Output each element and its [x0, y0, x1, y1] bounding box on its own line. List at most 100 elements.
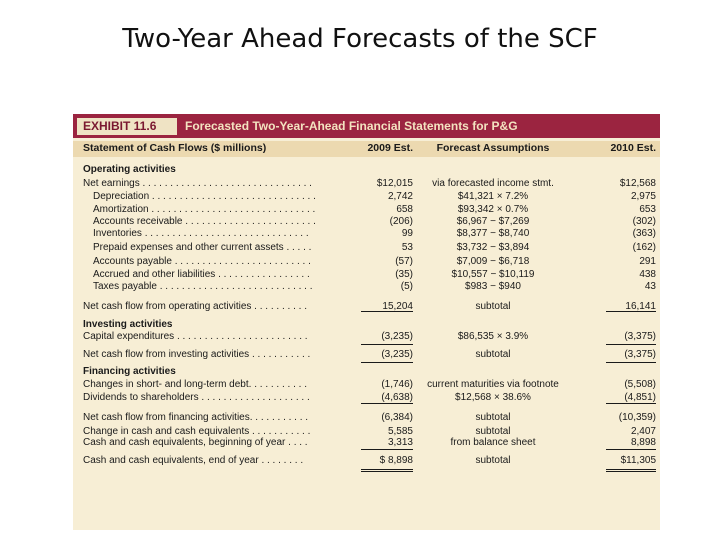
forecast-assumption: $10,557 − $10,119	[451, 269, 535, 280]
section-heading: Operating activities	[73, 163, 660, 176]
value-2009: 53	[401, 242, 413, 253]
row-label: Amortization . . . . . . . . . . . . . .…	[93, 204, 316, 215]
value-2009: 15,204	[382, 301, 413, 312]
row-label: Cash and cash equivalents, end of year .…	[83, 455, 304, 466]
table-row: Dividends to shareholders . . . . . . . …	[73, 391, 660, 404]
value-2010: $12,568	[619, 178, 656, 189]
value-2009: (4,638)	[381, 392, 413, 403]
row-label: Prepaid expenses and other current asset…	[93, 242, 312, 253]
forecast-assumption: $12,568 × 38.6%	[455, 392, 531, 403]
table-row: Prepaid expenses and other current asset…	[73, 241, 660, 254]
value-2010: 8,898	[630, 437, 656, 448]
forecast-assumption: current maturities via footnote	[427, 379, 559, 390]
forecast-assumption: $3,732 − $3,894	[456, 242, 530, 253]
row-label: Change in cash and cash equivalents . . …	[83, 426, 311, 437]
value-2010: 438	[639, 269, 656, 280]
underline-rule	[361, 471, 413, 472]
value-2009: $ 8,898	[379, 455, 413, 466]
table-row: Depreciation . . . . . . . . . . . . . .…	[73, 190, 660, 203]
underline-rule	[606, 344, 656, 345]
row-label: Accounts receivable . . . . . . . . . . …	[93, 216, 316, 227]
forecast-assumption: $7,009 − $6,718	[456, 256, 530, 267]
underline-rule	[361, 403, 413, 404]
column-header-2009: 2009 Est.	[367, 142, 413, 154]
row-label: Accounts payable . . . . . . . . . . . .…	[93, 256, 311, 267]
underline-rule	[606, 362, 656, 363]
value-2009: (1,746)	[381, 379, 413, 390]
table-row: Capital expenditures . . . . . . . . . .…	[73, 330, 660, 343]
value-2010: (363)	[632, 228, 656, 239]
forecast-assumption: $93,342 × 0.7%	[457, 204, 529, 215]
value-2010: (10,359)	[618, 412, 656, 423]
table-row: Net cash flow from investing activities …	[73, 348, 660, 361]
forecast-assumption: via forecasted income stmt.	[432, 178, 554, 189]
section-heading: Financing activities	[73, 365, 660, 378]
row-label: Dividends to shareholders . . . . . . . …	[83, 392, 310, 403]
section-heading: Investing activities	[73, 318, 660, 331]
value-2010: (3,375)	[624, 349, 656, 360]
forecast-assumption: subtotal	[475, 455, 511, 466]
underline-rule	[606, 469, 656, 470]
forecast-assumption: subtotal	[475, 349, 511, 360]
column-header-row: Statement of Cash Flows ($ millions) 200…	[73, 141, 660, 157]
table-row: Accrued and other liabilities . . . . . …	[73, 268, 660, 281]
table-row: Cash and cash equivalents, beginning of …	[73, 436, 660, 449]
value-2009: 5,585	[387, 426, 413, 437]
row-label: Net cash flow from financing activities.…	[83, 412, 309, 423]
value-2010: (3,375)	[624, 331, 656, 342]
exhibit-tag: EXHIBIT 11.6	[77, 118, 177, 135]
value-2009: 2,742	[387, 191, 413, 202]
value-2009: (6,384)	[381, 412, 413, 423]
column-header-2010: 2010 Est.	[610, 142, 656, 154]
table-row: Change in cash and cash equivalents . . …	[73, 425, 660, 438]
row-label: Changes in short- and long-term debt. . …	[83, 379, 307, 390]
value-2009: (3,235)	[381, 331, 413, 342]
underline-rule	[606, 403, 656, 404]
table-row: Inventories . . . . . . . . . . . . . . …	[73, 227, 660, 240]
forecast-assumption: from balance sheet	[450, 437, 536, 448]
value-2009: (206)	[389, 216, 413, 227]
row-label: Net cash flow from investing activities …	[83, 349, 311, 360]
column-header-statement: Statement of Cash Flows ($ millions)	[83, 142, 267, 154]
table-row: Net cash flow from operating activities …	[73, 300, 660, 313]
value-2010: 291	[639, 256, 656, 267]
value-2009: (57)	[395, 256, 413, 267]
row-label: Cash and cash equivalents, beginning of …	[83, 437, 308, 448]
forecast-assumption: $983 − $940	[465, 281, 521, 292]
table-row: Taxes payable . . . . . . . . . . . . . …	[73, 280, 660, 293]
underline-rule	[606, 449, 656, 450]
value-2009: (3,235)	[381, 349, 413, 360]
value-2010: 2,407	[630, 426, 656, 437]
value-2010: (4,851)	[624, 392, 656, 403]
value-2009: (35)	[395, 269, 413, 280]
row-label: Net earnings . . . . . . . . . . . . . .…	[83, 178, 312, 189]
value-2010: (302)	[632, 216, 656, 227]
value-2010: $11,305	[620, 455, 656, 466]
table-row: Net earnings . . . . . . . . . . . . . .…	[73, 177, 660, 190]
table-row: Net cash flow from financing activities.…	[73, 411, 660, 424]
underline-rule	[361, 449, 413, 450]
value-2010: (5,508)	[624, 379, 656, 390]
exhibit-title: Forecasted Two-Year-Ahead Financial Stat…	[185, 119, 518, 133]
underline-rule	[606, 311, 656, 312]
row-label: Operating activities	[83, 164, 176, 175]
value-2010: 2,975	[630, 191, 656, 202]
forecast-assumption: $6,967 − $7,269	[456, 216, 530, 227]
row-label: Accrued and other liabilities . . . . . …	[93, 269, 310, 280]
value-2009: (5)	[400, 281, 413, 292]
table-row: Amortization . . . . . . . . . . . . . .…	[73, 203, 660, 216]
value-2010: 653	[639, 204, 656, 215]
row-label: Investing activities	[83, 319, 173, 330]
underline-rule	[606, 471, 656, 472]
value-2009: 3,313	[387, 437, 413, 448]
row-label: Depreciation . . . . . . . . . . . . . .…	[93, 191, 316, 202]
table-row: Cash and cash equivalents, end of year .…	[73, 454, 660, 467]
slide-title: Two-Year Ahead Forecasts of the SCF	[122, 24, 598, 54]
row-label: Taxes payable . . . . . . . . . . . . . …	[93, 281, 313, 292]
value-2009: 658	[396, 204, 413, 215]
exhibit-table: EXHIBIT 11.6 Forecasted Two-Year-Ahead F…	[73, 114, 660, 530]
forecast-assumption: $86,535 × 3.9%	[457, 331, 529, 342]
row-label: Inventories . . . . . . . . . . . . . . …	[93, 228, 309, 239]
table-row: Changes in short- and long-term debt. . …	[73, 378, 660, 391]
value-2010: 43	[644, 281, 656, 292]
